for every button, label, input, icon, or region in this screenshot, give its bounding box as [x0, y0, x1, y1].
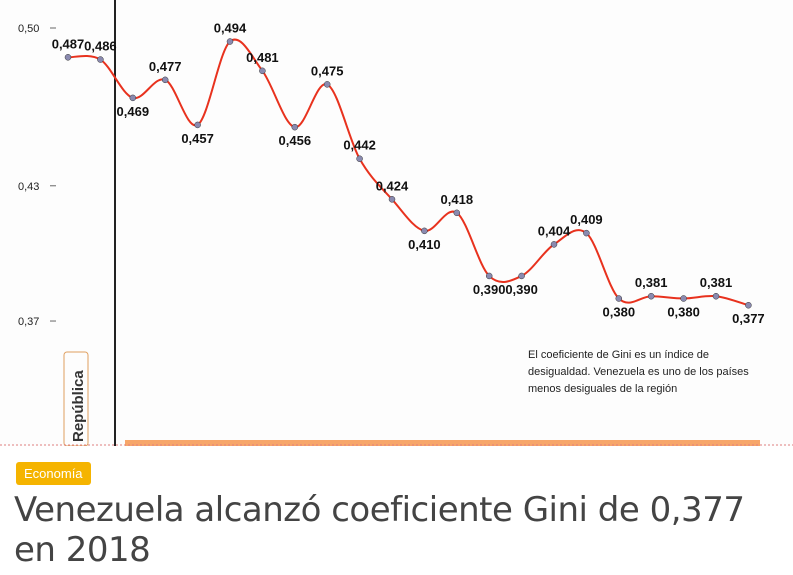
data-label: 0,409 — [570, 212, 603, 227]
data-label: 0,442 — [343, 138, 376, 153]
data-label: 0,457 — [181, 131, 214, 146]
data-point — [550, 241, 558, 248]
data-label: 0,477 — [149, 59, 182, 74]
data-label: 0,456 — [279, 133, 312, 148]
data-point — [291, 123, 299, 131]
annotation-line: menos desiguales de la región — [528, 383, 677, 395]
data-label: 0,404 — [538, 223, 571, 238]
data-point — [97, 56, 104, 63]
side-label: República — [70, 370, 87, 442]
data-label: 0,486 — [84, 39, 117, 54]
data-label: 0,475 — [311, 63, 344, 78]
data-label: 0,494 — [214, 21, 247, 36]
data-point — [226, 38, 234, 45]
data-point — [518, 272, 525, 280]
data-point — [421, 227, 428, 235]
data-point — [647, 292, 655, 300]
data-point — [388, 196, 396, 203]
data-point — [356, 155, 363, 162]
data-point — [129, 94, 137, 102]
line-series — [67, 38, 749, 307]
data-point — [485, 272, 493, 280]
data-label: 0,377 — [732, 311, 765, 326]
y-tick-label: 0,50 — [18, 23, 39, 35]
data-label: 0,380 — [603, 304, 636, 319]
data-point — [712, 292, 720, 300]
data-label: 0,410 — [408, 237, 441, 252]
data-point — [615, 295, 623, 302]
annotation-line: El coeficiente de Gini es un índice de — [528, 349, 709, 361]
data-label: 0,381 — [700, 275, 733, 290]
side-label-box — [63, 351, 89, 446]
y-tick-label: 0,43 — [18, 181, 39, 193]
data-point — [745, 301, 752, 309]
data-point — [161, 76, 169, 84]
data-point — [583, 229, 590, 237]
data-label: 0,418 — [441, 192, 474, 207]
category-badge[interactable]: Economía — [16, 462, 91, 485]
image-background — [0, 0, 793, 446]
y-tick-label: 0,37 — [18, 316, 39, 328]
data-label: 0,380 — [667, 304, 700, 319]
data-label: 0,469 — [117, 104, 150, 119]
data-label: 0,390 — [505, 282, 538, 297]
headline[interactable]: Venezuela alcanzó coeficiente Gini de 0,… — [14, 490, 745, 570]
data-point — [680, 295, 687, 302]
data-point — [64, 54, 72, 61]
annotation-line: desigualdad. Venezuela es uno de los paí… — [528, 366, 749, 378]
data-label: 0,481 — [246, 50, 279, 65]
data-label: 0,381 — [635, 275, 668, 290]
chart-image: República El coeficiente de Gini es un í… — [0, 0, 793, 446]
data-point — [453, 209, 461, 217]
data-label: 0,487 — [52, 36, 85, 51]
data-label: 0,390 — [473, 282, 506, 297]
orange-band — [125, 440, 760, 446]
data-point — [323, 81, 331, 88]
data-point — [194, 121, 201, 129]
data-label: 0,424 — [376, 178, 409, 193]
data-point — [259, 67, 266, 75]
